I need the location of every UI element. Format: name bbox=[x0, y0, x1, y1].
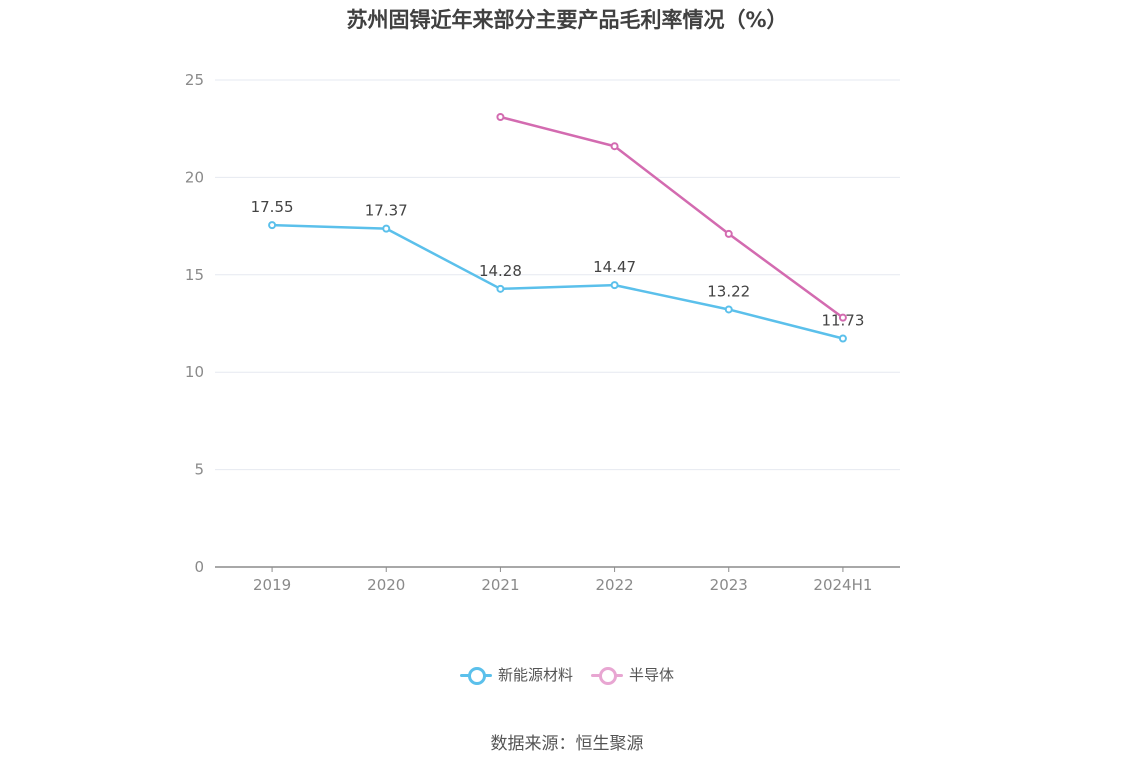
y-tick-label: 10 bbox=[185, 363, 204, 381]
data-point bbox=[838, 313, 847, 322]
chart-title: 苏州固锝近年来部分主要产品毛利率情况（%） bbox=[346, 8, 788, 32]
data-point bbox=[838, 334, 847, 343]
legend-marker-icon bbox=[591, 665, 623, 685]
data-point bbox=[382, 224, 391, 233]
legend-marker-icon bbox=[459, 665, 492, 685]
x-tick-label: 2023 bbox=[710, 576, 748, 594]
y-tick-label: 0 bbox=[194, 558, 204, 576]
x-tick-label: 2024H1 bbox=[813, 576, 872, 594]
x-tick-label: 2019 bbox=[253, 576, 291, 594]
data-label: 14.28 bbox=[479, 262, 522, 280]
data-point bbox=[610, 281, 619, 290]
data-point bbox=[496, 113, 505, 122]
y-tick-label: 25 bbox=[185, 71, 204, 89]
data-label: 14.47 bbox=[593, 258, 636, 276]
x-axis: 2019 2020 2021 2022 2023 2024H1 bbox=[215, 566, 900, 594]
data-point bbox=[610, 142, 619, 151]
source-note: 数据来源：恒生聚源 bbox=[490, 734, 644, 754]
grid-lines bbox=[215, 79, 900, 471]
legend-item-series-0[interactable]: 新能源材料 bbox=[459, 664, 573, 685]
data-point bbox=[724, 229, 733, 238]
legend-label: 半导体 bbox=[629, 666, 675, 684]
data-point bbox=[724, 305, 733, 314]
data-label: 11.73 bbox=[821, 311, 864, 329]
data-point bbox=[268, 221, 277, 230]
legend: 新能源材料 半导体 bbox=[0, 664, 1134, 685]
y-axis: 0 5 10 15 20 25 bbox=[185, 71, 204, 576]
legend-item-series-1[interactable]: 半导体 bbox=[591, 664, 674, 685]
data-point bbox=[496, 284, 505, 293]
y-tick-label: 20 bbox=[185, 168, 204, 186]
data-label: 17.37 bbox=[365, 202, 408, 220]
data-label: 17.55 bbox=[251, 198, 294, 216]
series-layer bbox=[268, 113, 847, 343]
line-chart: 0 5 10 15 20 25 2019 2020 2021 2022 2023 2024H1 17… bbox=[185, 71, 900, 594]
x-tick-label: 2020 bbox=[367, 576, 405, 594]
y-tick-label: 15 bbox=[185, 266, 204, 284]
data-labels: 17.55 17.37 14.28 14.47 13.22 11.73 bbox=[251, 198, 865, 329]
series-line-1 bbox=[500, 115, 844, 319]
series-line-0 bbox=[272, 223, 844, 340]
legend-label: 新能源材料 bbox=[497, 666, 573, 684]
x-tick-label: 2022 bbox=[595, 576, 633, 594]
x-tick-label: 2021 bbox=[481, 576, 519, 594]
data-label: 13.22 bbox=[707, 282, 750, 300]
y-tick-label: 5 bbox=[194, 461, 204, 479]
